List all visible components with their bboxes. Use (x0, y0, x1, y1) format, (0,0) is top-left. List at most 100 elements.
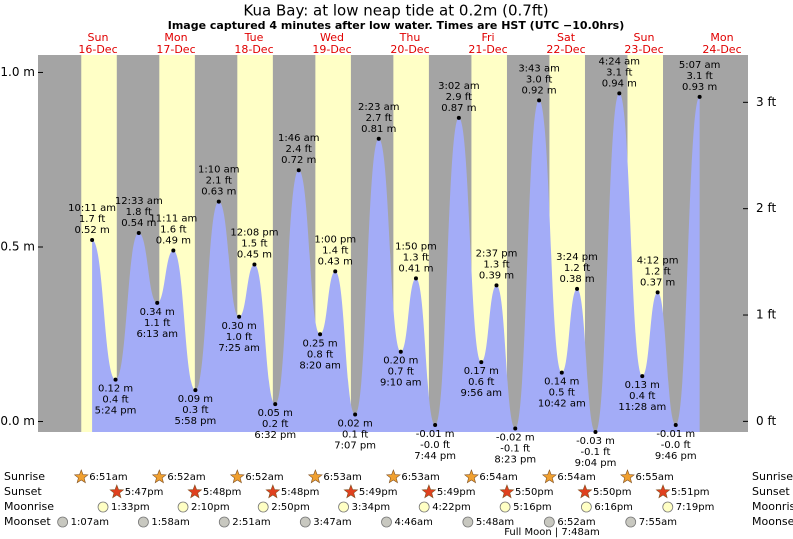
y2-tick-label: 0 ft (756, 414, 776, 428)
y-tick-label: 0.5 m (0, 239, 35, 253)
sunrise-icon (307, 469, 323, 484)
tide-label: 11:28 am (618, 402, 666, 413)
tide-label: 1:00 pm (314, 234, 356, 245)
chart-title: Kua Bay: at low neap tide at 0.2m (0.7ft… (243, 2, 548, 20)
tide-label: 12:33 am (115, 196, 163, 207)
tide-label: 1.2 ft (644, 266, 670, 277)
tide-label: 1.8 ft (126, 207, 152, 218)
tide-point (333, 269, 338, 274)
sunrise-time: 6:54am (479, 472, 517, 483)
day-date: 24-Dec (702, 43, 741, 56)
tide-label: 9:04 pm (575, 458, 617, 469)
tide-point (252, 262, 257, 267)
sunset-icon (655, 484, 671, 499)
tide-label: 9:56 am (461, 388, 503, 399)
tide-label: -0.03 m (576, 436, 615, 447)
tide-label: 0.37 m (640, 277, 675, 288)
tide-point (537, 98, 542, 103)
tide-label: 0.2 ft (262, 419, 288, 430)
tide-point (697, 94, 702, 99)
moonset-time: 7:55am (639, 517, 677, 528)
moon-phase-note: Full Moon | 7:48am (504, 527, 600, 538)
tide-label: 0.43 m (318, 256, 353, 267)
row-label: Sunrise (4, 470, 45, 483)
tide-label: 0.8 ft (307, 349, 333, 360)
tide-label: -0.1 ft (500, 444, 530, 455)
moonrise-icon (97, 501, 109, 513)
row-label: Sunrise (752, 470, 793, 483)
tide-label: -0.1 ft (580, 447, 610, 458)
y2-tick-label: 3 ft (756, 95, 776, 109)
tide-label: 6:13 am (136, 329, 178, 340)
tide-area (92, 93, 700, 433)
tide-label: 0.72 m (281, 155, 316, 166)
tide-label: 0.94 m (602, 78, 637, 89)
sunrise-icon (463, 469, 479, 484)
sunrise-time: 6:53am (401, 472, 439, 483)
tide-label: 0.81 m (361, 124, 396, 135)
tide-point (273, 402, 278, 407)
tide-label: 0.6 ft (468, 377, 494, 388)
tide-point (376, 136, 381, 141)
tide-point (673, 423, 678, 428)
tide-label: 9:46 pm (655, 451, 697, 462)
tide-label: 0.7 ft (388, 367, 414, 378)
tide-label: 0.54 m (121, 218, 156, 229)
tide-label: 8:23 pm (494, 455, 536, 466)
tide-label: 5:58 pm (175, 416, 217, 427)
moonrise-icon (338, 501, 349, 513)
day-date: 19-Dec (312, 43, 351, 56)
tide-label: 1.7 ft (79, 214, 105, 225)
day-date: 20-Dec (390, 43, 429, 56)
day-name: Fri (481, 31, 494, 44)
tide-label: 11:11 am (149, 213, 197, 224)
tide-label: -0.0 ft (420, 440, 450, 451)
tide-label: 12:08 pm (230, 227, 278, 238)
day-name: Wed (320, 31, 344, 44)
moonset-time: 1:58am (151, 517, 189, 528)
tide-point (640, 374, 645, 379)
day-date: 16-Dec (78, 43, 117, 56)
moonset-icon (218, 516, 230, 528)
moonset-time: 4:46am (394, 517, 432, 528)
tide-label: 6:32 pm (254, 430, 296, 441)
moonset-icon (625, 516, 637, 528)
sunset-icon (343, 484, 359, 499)
row-label: Sunset (752, 485, 790, 498)
tide-label: 0.20 m (383, 356, 418, 367)
tide-label: 0.5 ft (549, 388, 575, 399)
moonset-time: 1:07am (71, 517, 109, 528)
tide-point (353, 412, 358, 417)
tide-label: 0.12 m (98, 384, 133, 395)
moonrise-icon (418, 501, 430, 513)
moonrise-icon (662, 501, 674, 513)
tide-label: 4:12 pm (637, 255, 679, 266)
tide-label: 1.3 ft (483, 259, 509, 270)
moonrise-time: 2:50pm (271, 502, 310, 513)
moonrise-time: 7:19pm (676, 502, 715, 513)
moonrise-time: 3:34pm (352, 502, 391, 513)
sunset-time: 5:48pm (281, 487, 320, 498)
day-name: Mon (710, 31, 733, 44)
day-date: 23-Dec (624, 43, 663, 56)
day-date: 18-Dec (234, 43, 273, 56)
tide-label: -0.01 m (416, 429, 455, 440)
tide-label: 7:07 pm (334, 441, 376, 452)
tide-label: 3:43 am (518, 63, 560, 74)
tide-point (237, 314, 242, 319)
tide-point (193, 388, 198, 393)
tide-label: -0.0 ft (661, 440, 691, 451)
tide-label: 0.1 ft (342, 430, 368, 441)
y-tick-label: 0.0 m (0, 414, 35, 428)
tide-label: -0.01 m (656, 429, 695, 440)
sunrise-icon (229, 469, 245, 484)
tide-label: 0.14 m (544, 377, 579, 388)
tide-label: 0.41 m (398, 263, 433, 274)
tide-label: 7:25 am (218, 343, 260, 354)
tide-point (433, 423, 438, 428)
tide-label: 1.3 ft (403, 252, 429, 263)
tide-point (136, 231, 141, 236)
moonset-icon (543, 516, 555, 528)
moonrise-time: 1:33pm (111, 502, 150, 513)
